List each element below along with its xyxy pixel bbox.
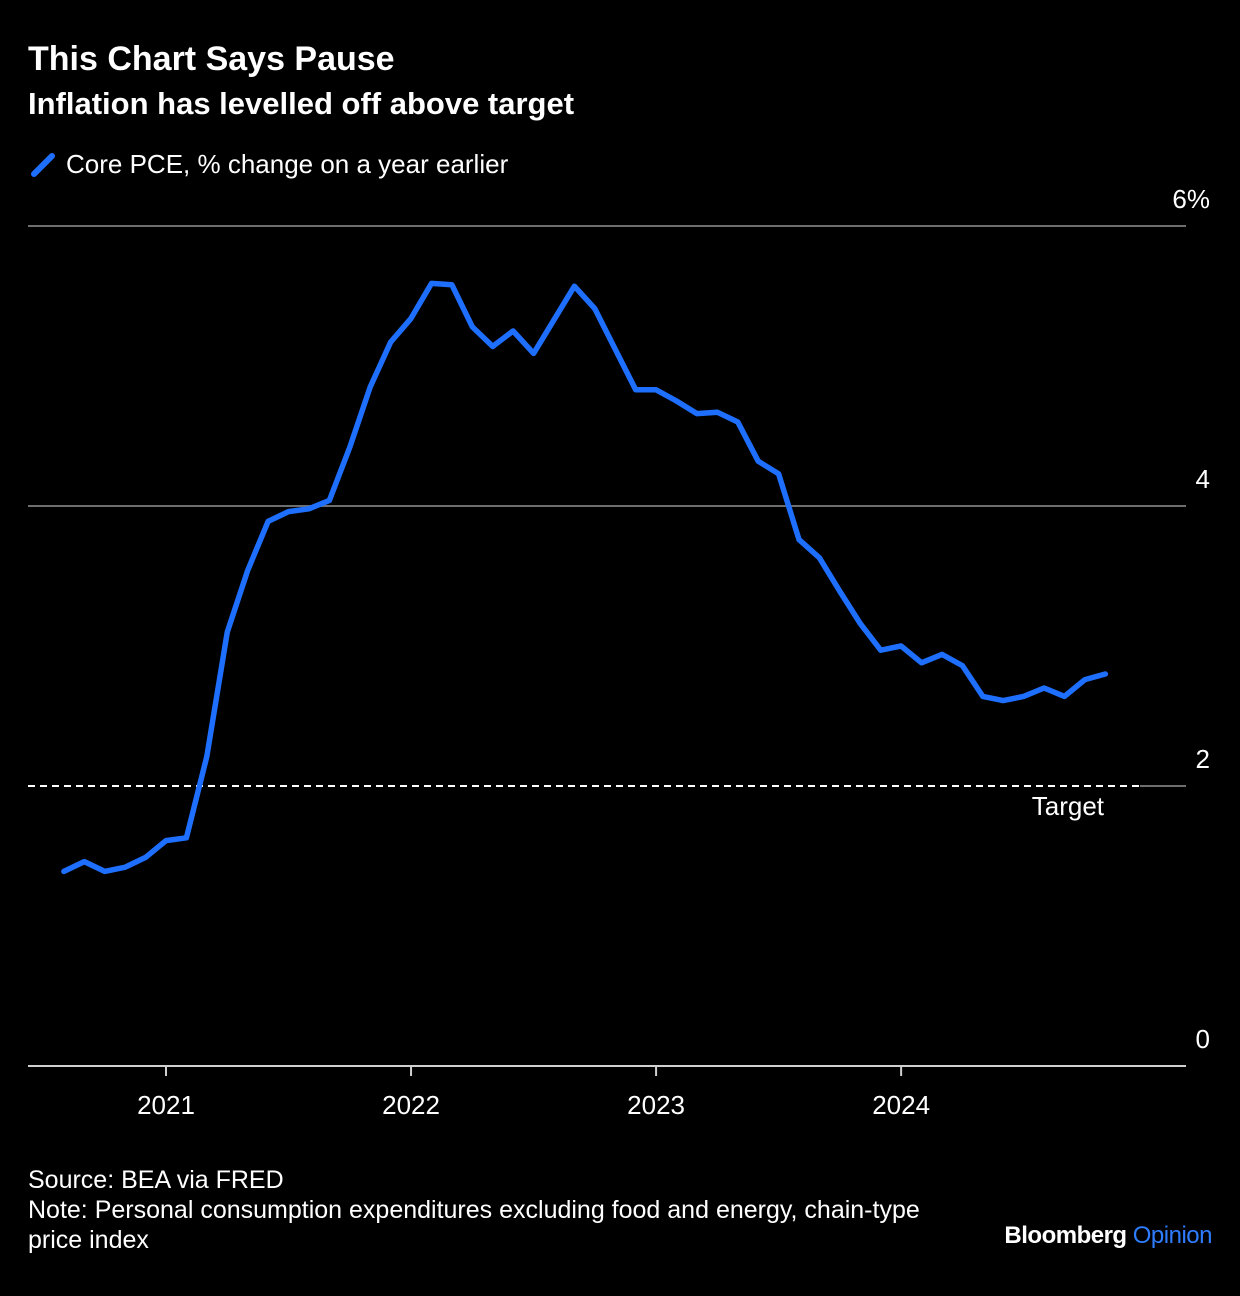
brand-logo: Bloomberg Opinion <box>1004 1222 1212 1250</box>
y-tick-label: 6% <box>1172 184 1210 214</box>
source-text: Source: BEA via FRED <box>28 1166 284 1194</box>
y-tick-label: 2 <box>1196 744 1210 774</box>
x-tick-label: 2022 <box>382 1090 440 1120</box>
x-tick-label: 2023 <box>627 1090 685 1120</box>
note-text: Note: Personal consumption expenditures … <box>28 1196 920 1254</box>
y-tick-label: 0 <box>1196 1024 1210 1054</box>
brand-name: Bloomberg <box>1004 1222 1127 1249</box>
x-tick-label: 2021 <box>137 1090 195 1120</box>
chart-title: This Chart Says Pause <box>28 40 395 78</box>
x-tick-label: 2024 <box>872 1090 930 1120</box>
target-label: Target <box>1032 791 1105 821</box>
legend-line-icon <box>31 153 55 177</box>
legend-label: Core PCE, % change on a year earlier <box>66 148 509 179</box>
brand-accent: Opinion <box>1132 1222 1213 1249</box>
y-tick-label: 4 <box>1196 464 1210 494</box>
series-line-core-pce <box>61 280 1109 875</box>
footer: Source: BEA via FRED Note: Personal cons… <box>28 1165 958 1255</box>
legend: Core PCE, % change on a year earlier <box>28 148 508 180</box>
chart-subtitle: Inflation has levelled off above target <box>28 86 575 121</box>
